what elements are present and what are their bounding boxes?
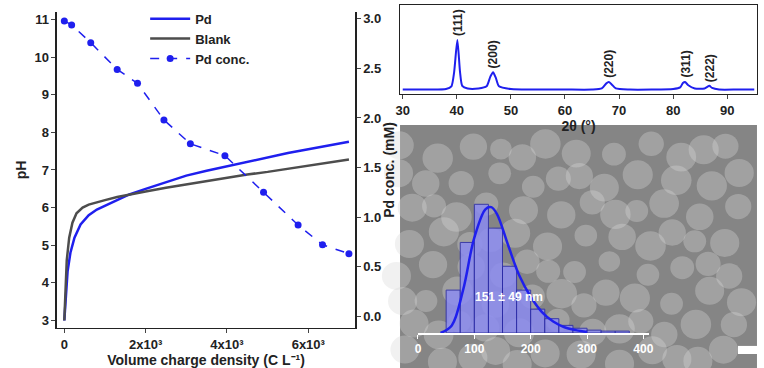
svg-text:Blank: Blank: [195, 32, 231, 47]
svg-text:1.0: 1.0: [363, 210, 381, 225]
svg-text:4: 4: [42, 275, 50, 290]
svg-text:(200): (200): [486, 40, 500, 68]
svg-text:40: 40: [450, 103, 464, 118]
svg-text:10: 10: [34, 50, 48, 65]
svg-text:9: 9: [42, 87, 49, 102]
svg-text:2θ (°): 2θ (°): [561, 118, 595, 134]
svg-text:Pd conc. (mM): Pd conc. (mM): [381, 122, 397, 218]
svg-text:6: 6: [42, 200, 49, 215]
svg-text:80: 80: [666, 103, 680, 118]
svg-text:400: 400: [633, 342, 653, 356]
svg-text:Pd: Pd: [195, 12, 212, 27]
svg-text:0.0: 0.0: [363, 309, 381, 324]
svg-text:4x10³: 4x10³: [210, 337, 244, 352]
svg-text:(111): (111): [451, 9, 465, 36]
svg-text:11: 11: [35, 12, 49, 27]
svg-text:50: 50: [504, 103, 518, 118]
svg-text:60: 60: [558, 103, 572, 118]
svg-text:2.5: 2.5: [363, 61, 381, 76]
svg-text:0: 0: [61, 337, 68, 352]
svg-text:3: 3: [42, 313, 49, 328]
svg-text:pH: pH: [13, 161, 29, 180]
svg-text:0.5: 0.5: [363, 259, 381, 274]
svg-text:70: 70: [612, 103, 626, 118]
svg-text:90: 90: [720, 103, 734, 118]
svg-text:300: 300: [577, 342, 597, 356]
svg-text:Pd conc.: Pd conc.: [195, 52, 249, 67]
svg-text:5: 5: [42, 238, 49, 253]
svg-text:7: 7: [42, 163, 49, 178]
svg-text:2.0: 2.0: [363, 111, 381, 126]
svg-text:3.0: 3.0: [363, 11, 381, 26]
svg-text:(311): (311): [679, 50, 693, 77]
svg-text:1.5: 1.5: [363, 160, 381, 175]
svg-text:(220): (220): [602, 50, 616, 78]
svg-text:(222): (222): [703, 54, 717, 82]
svg-text:151 ± 49 nm: 151 ± 49 nm: [475, 290, 543, 304]
svg-text:0: 0: [415, 342, 422, 356]
svg-text:30: 30: [395, 103, 409, 118]
svg-text:Volume charge density (C L⁻¹): Volume charge density (C L⁻¹): [107, 352, 305, 368]
svg-text:8: 8: [42, 125, 49, 140]
svg-text:100: 100: [464, 342, 484, 356]
svg-text:6x10³: 6x10³: [292, 337, 326, 352]
svg-text:2x10³: 2x10³: [129, 337, 163, 352]
svg-text:200: 200: [521, 342, 541, 356]
